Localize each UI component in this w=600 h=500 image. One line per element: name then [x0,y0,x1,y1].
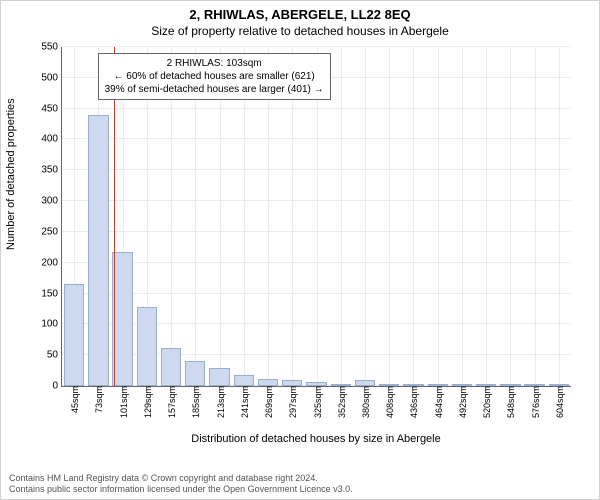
chart-container: 2, RHIWLAS, ABERGELE, LL22 8EQ Size of p… [0,0,600,500]
histogram-bar [64,284,84,386]
x-tick-label: 101sqm [117,386,129,418]
histogram-bar [234,375,254,386]
y-tick-label: 550 [41,42,62,53]
gridline-v [341,47,342,386]
x-tick-label: 604sqm [553,386,565,418]
y-tick-label: 300 [41,196,62,207]
annotation-line: ← 60% of detached houses are smaller (62… [105,70,324,83]
x-tick-label: 325sqm [311,386,323,418]
y-tick-label: 350 [41,165,62,176]
y-tick-label: 500 [41,72,62,83]
y-tick-label: 450 [41,103,62,114]
y-tick-label: 0 [52,381,62,392]
footer-attribution: Contains HM Land Registry data © Crown c… [9,473,353,495]
gridline-v [438,47,439,386]
title-address: 2, RHIWLAS, ABERGELE, LL22 8EQ [1,1,599,22]
x-tick-label: 464sqm [432,386,444,418]
x-tick-label: 492sqm [456,386,468,418]
histogram-bar [258,379,278,386]
annotation-box: 2 RHIWLAS: 103sqm← 60% of detached house… [98,53,331,100]
x-tick-label: 157sqm [165,386,177,418]
x-tick-label: 45sqm [68,386,80,413]
footer-line1: Contains HM Land Registry data © Crown c… [9,473,353,484]
x-tick-label: 408sqm [383,386,395,418]
x-tick-label: 73sqm [92,386,104,413]
x-tick-label: 213sqm [214,386,226,418]
x-tick-label: 241sqm [238,386,250,418]
gridline-v [535,47,536,386]
gridline-v [510,47,511,386]
gridline-v [462,47,463,386]
annotation-line: 2 RHIWLAS: 103sqm [105,57,324,70]
plot-area: 05010015020025030035040045050055045sqm73… [61,47,571,387]
x-tick-label: 352sqm [335,386,347,418]
histogram-bar [161,348,181,386]
histogram-bar [112,252,132,386]
gridline-v [413,47,414,386]
x-tick-label: 576sqm [529,386,541,418]
x-tick-label: 185sqm [189,386,201,418]
x-tick-label: 548sqm [504,386,516,418]
gridline-v [389,47,390,386]
x-tick-label: 269sqm [262,386,274,418]
y-tick-label: 400 [41,134,62,145]
gridline-v [486,47,487,386]
x-tick-label: 380sqm [359,386,371,418]
x-axis-label: Distribution of detached houses by size … [61,433,571,445]
histogram-bar [185,361,205,386]
histogram-bar [209,368,229,386]
histogram-bar [137,307,157,386]
x-tick-label: 520sqm [480,386,492,418]
x-tick-label: 297sqm [286,386,298,418]
histogram-bar [88,115,108,386]
annotation-line: 39% of semi-detached houses are larger (… [105,83,324,96]
y-tick-label: 250 [41,226,62,237]
y-tick-label: 200 [41,257,62,268]
x-tick-label: 436sqm [407,386,419,418]
y-tick-label: 50 [47,350,62,361]
gridline-v [559,47,560,386]
title-subtitle: Size of property relative to detached ho… [1,22,599,38]
y-axis-label: Number of detached properties [5,98,17,250]
footer-line2: Contains public sector information licen… [9,484,353,495]
x-tick-label: 129sqm [141,386,153,418]
y-tick-label: 150 [41,288,62,299]
gridline-v [365,47,366,386]
y-tick-label: 100 [41,319,62,330]
